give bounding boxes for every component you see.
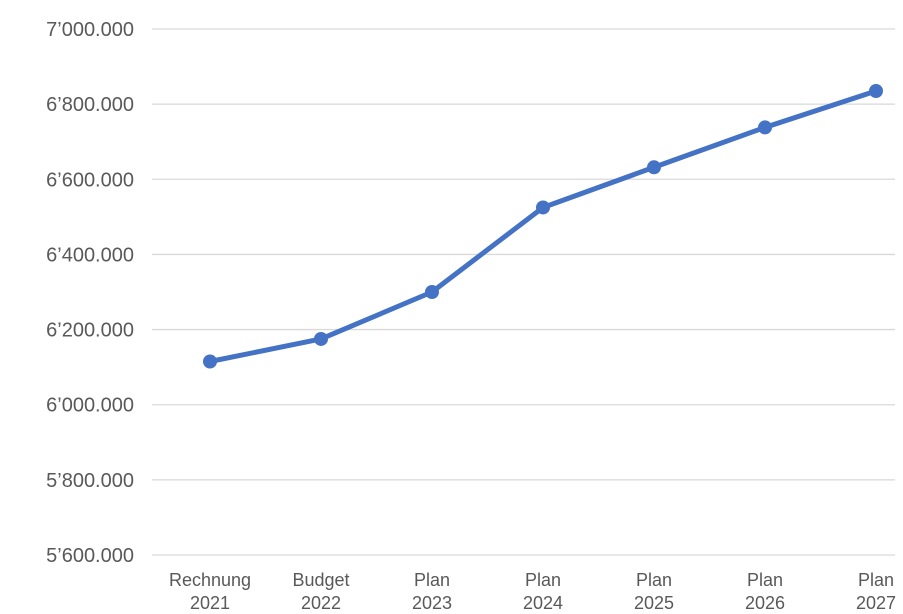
data-point [869, 83, 883, 98]
y-tick-label: 6’800.000 [46, 94, 134, 116]
x-tick-label: Plan 2023 [412, 570, 452, 613]
series [203, 83, 883, 369]
data-point [425, 285, 439, 299]
y-tick-label: 5’600.000 [46, 545, 134, 567]
y-tick-label: 6’600.000 [46, 169, 134, 191]
data-point [758, 120, 772, 135]
x-tick-label: Plan 2025 [634, 570, 674, 613]
y-tick-label: 7’000.000 [46, 19, 134, 41]
gridlines [152, 28, 895, 556]
x-tick-label: Plan 2027 [856, 570, 896, 613]
y-tick-label: 5’800.000 [46, 470, 134, 492]
data-point [647, 160, 661, 175]
data-point [203, 354, 217, 369]
y-tick-label: 6’200.000 [46, 320, 134, 342]
x-tick-label: Budget 2022 [292, 570, 349, 613]
y-axis-tick-labels: 5’600.000 5’800.000 6’000.000 6’200.000 6’40… [46, 19, 134, 567]
y-tick-label: 6’000.000 [46, 395, 134, 417]
data-point [314, 331, 328, 346]
y-tick-label: 6’400.000 [46, 244, 134, 266]
data-point [536, 200, 550, 215]
x-tick-label: Plan 2026 [745, 570, 785, 613]
x-axis-tick-labels: Rechnung 2021 Budget 2022 Plan 2023 Plan 2024 Pl… [169, 570, 896, 613]
series-line [207, 88, 879, 365]
x-tick-label: Rechnung 2021 [169, 570, 251, 613]
x-tick-label: Plan 2024 [523, 570, 563, 613]
